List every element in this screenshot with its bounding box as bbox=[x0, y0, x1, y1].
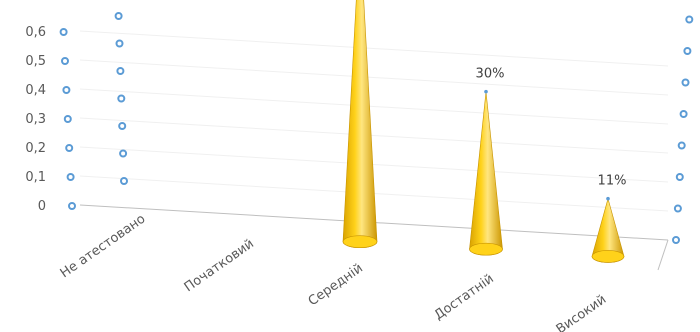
category-label: Високий bbox=[554, 292, 609, 332]
data-label: 30% bbox=[476, 67, 505, 82]
y-tick-label: 0,3 bbox=[25, 112, 46, 127]
wall-marker bbox=[115, 39, 124, 48]
wall-marker bbox=[675, 173, 684, 181]
cone-base bbox=[469, 242, 503, 256]
wall-marker bbox=[119, 149, 128, 158]
grid-line bbox=[79, 88, 669, 125]
wall-marker bbox=[118, 122, 127, 130]
wall-marker bbox=[114, 12, 123, 20]
grid-line bbox=[79, 117, 669, 154]
y-tick-label: 0 bbox=[38, 199, 46, 214]
wall-marker bbox=[683, 47, 692, 55]
wall-marker bbox=[65, 144, 74, 152]
wall-marker bbox=[61, 57, 69, 65]
cone-tip bbox=[484, 89, 488, 94]
cones bbox=[342, 0, 625, 263]
cone-bar bbox=[469, 91, 503, 256]
wall-marker bbox=[677, 141, 686, 150]
wall-marker bbox=[117, 94, 126, 103]
y-tick-label: 0,2 bbox=[25, 141, 46, 156]
wall-marker bbox=[681, 78, 690, 87]
grid-lines bbox=[79, 30, 669, 212]
cone-bar bbox=[342, 0, 378, 248]
wall-marker bbox=[672, 236, 680, 244]
wall-marker bbox=[66, 173, 75, 181]
wall-marker bbox=[116, 67, 125, 75]
y-axis-ticks: 0 0,1 0,2 0,3 0,4 0,5 0,6 bbox=[25, 25, 46, 214]
category-label: Достатній bbox=[432, 271, 497, 323]
wall-marker bbox=[673, 204, 682, 213]
category-label: Середній bbox=[306, 261, 366, 309]
cone-tip bbox=[606, 196, 610, 201]
category-label: Не атестовано bbox=[58, 211, 149, 281]
wall-marker bbox=[679, 110, 688, 118]
y-tick-label: 0,5 bbox=[25, 54, 46, 69]
wall-marker bbox=[59, 28, 68, 36]
y-tick-label: 0,1 bbox=[25, 170, 46, 185]
x-axis-categories: Не атестовано Початковий Середній Достатній… bbox=[58, 211, 609, 332]
wall-marker bbox=[62, 86, 71, 94]
grid-line bbox=[79, 146, 669, 183]
grid-line bbox=[79, 30, 669, 67]
y-tick-label: 0,6 bbox=[25, 25, 46, 40]
cone-base bbox=[591, 250, 625, 263]
grid-line bbox=[79, 59, 669, 96]
category-label: Початковий bbox=[182, 236, 257, 295]
y-tick-label: 0,4 bbox=[25, 83, 46, 98]
wall-marker bbox=[120, 177, 128, 185]
floor-edge bbox=[657, 239, 669, 271]
wall-marker bbox=[685, 15, 694, 24]
wall-marker bbox=[68, 202, 76, 210]
wall-marker bbox=[63, 115, 72, 123]
cone-base bbox=[342, 235, 378, 248]
data-label: 11% bbox=[598, 174, 627, 189]
wall-markers bbox=[59, 12, 694, 244]
data-labels: 59%30%11% bbox=[476, 67, 627, 189]
